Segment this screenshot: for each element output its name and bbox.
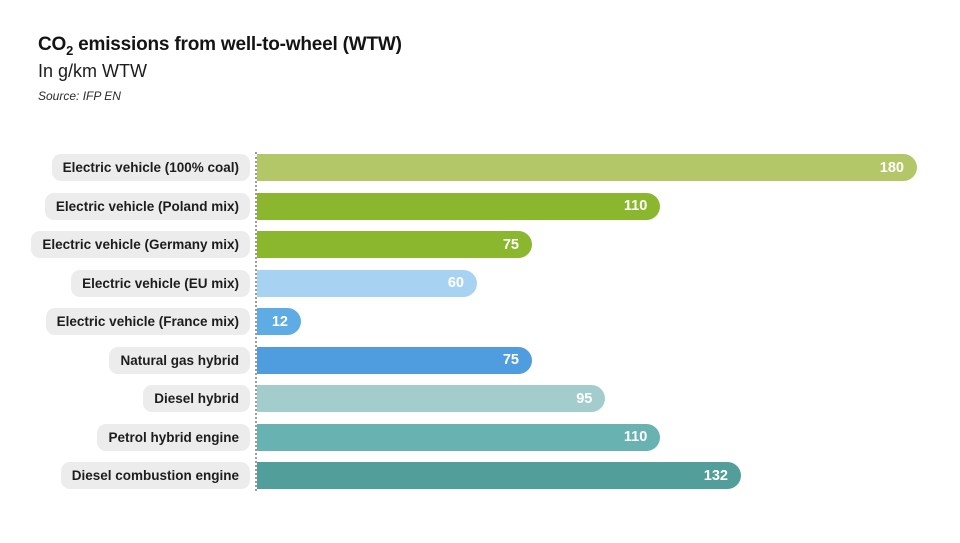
category-label: Electric vehicle (France mix): [45, 308, 250, 335]
category-label-cell: Electric vehicle (France mix): [0, 308, 250, 335]
bar-cell: 180: [257, 154, 917, 181]
bar-value-label: 95: [576, 390, 593, 407]
category-label: Diesel hybrid: [143, 385, 250, 412]
bar: 132: [257, 462, 741, 489]
chart-row: Electric vehicle (France mix) 12: [0, 308, 960, 335]
bar: 75: [257, 231, 532, 258]
zero-baseline-dotted-line: [255, 152, 257, 491]
category-label-cell: Petrol hybrid engine: [0, 423, 250, 451]
bar: 110: [257, 423, 661, 451]
category-label: Electric vehicle (100% coal): [51, 154, 250, 181]
bar-value-label: 110: [623, 198, 648, 214]
bar: 60: [257, 269, 477, 297]
bar-cell: 60: [257, 269, 477, 297]
category-label-cell: Electric vehicle (Poland mix): [0, 192, 250, 220]
bar: 95: [257, 385, 606, 412]
bar: 110: [257, 192, 661, 220]
bar-value-label: 75: [502, 236, 519, 253]
category-label: Electric vehicle (Germany mix): [31, 231, 250, 258]
category-label-cell: Natural gas hybrid: [0, 346, 250, 374]
bar-chart: Electric vehicle (100% coal) 180 Electric …: [0, 152, 960, 491]
chart-title: CO2 emissions from well-to-wheel (WTW): [38, 34, 402, 58]
bar: 75: [257, 346, 532, 374]
category-label: Electric vehicle (EU mix): [71, 269, 250, 297]
chart-row: Diesel combustion engine 132: [0, 462, 960, 489]
chart-row: Electric vehicle (Germany mix) 75: [0, 231, 960, 258]
category-label: Diesel combustion engine: [60, 462, 250, 489]
bar-value-label: 132: [703, 467, 728, 484]
bar-value-label: 180: [879, 159, 904, 176]
category-label-cell: Electric vehicle (Germany mix): [0, 231, 250, 258]
bar-cell: 132: [257, 462, 741, 489]
title-subscript: 2: [66, 42, 74, 58]
bar-value-label: 75: [502, 352, 519, 368]
chart-row: Natural gas hybrid 75: [0, 346, 960, 374]
category-label-cell: Diesel combustion engine: [0, 462, 250, 489]
bar-rows: Electric vehicle (100% coal) 180 Electric …: [0, 154, 960, 489]
bar-value-label: 12: [271, 313, 288, 330]
bar-cell: 12: [257, 308, 301, 335]
bar: 12: [257, 308, 301, 335]
bar-value-label: 60: [447, 275, 464, 291]
chart-subtitle: In g/km WTW: [38, 61, 147, 81]
chart-row: Electric vehicle (Poland mix) 110: [0, 192, 960, 220]
category-label-cell: Electric vehicle (100% coal): [0, 154, 250, 181]
bar-cell: 75: [257, 231, 532, 258]
category-label: Electric vehicle (Poland mix): [44, 192, 250, 220]
chart-header: CO2 emissions from well-to-wheel (WTW) I…: [38, 34, 402, 103]
bar-value-label: 110: [623, 429, 648, 445]
chart-row: Petrol hybrid engine 110: [0, 423, 960, 451]
category-label-cell: Electric vehicle (EU mix): [0, 269, 250, 297]
chart-row: Diesel hybrid 95: [0, 385, 960, 412]
chart-source: Source: IFP EN: [38, 89, 121, 103]
category-label: Natural gas hybrid: [109, 346, 250, 374]
bar-cell: 110: [257, 423, 661, 451]
bar-cell: 75: [257, 346, 532, 374]
bar-cell: 110: [257, 192, 661, 220]
category-label: Petrol hybrid engine: [97, 423, 250, 451]
chart-row: Electric vehicle (100% coal) 180: [0, 154, 960, 181]
category-label-cell: Diesel hybrid: [0, 385, 250, 412]
bar: 180: [257, 154, 917, 181]
bar-cell: 95: [257, 385, 606, 412]
chart-row: Electric vehicle (EU mix) 60: [0, 269, 960, 297]
